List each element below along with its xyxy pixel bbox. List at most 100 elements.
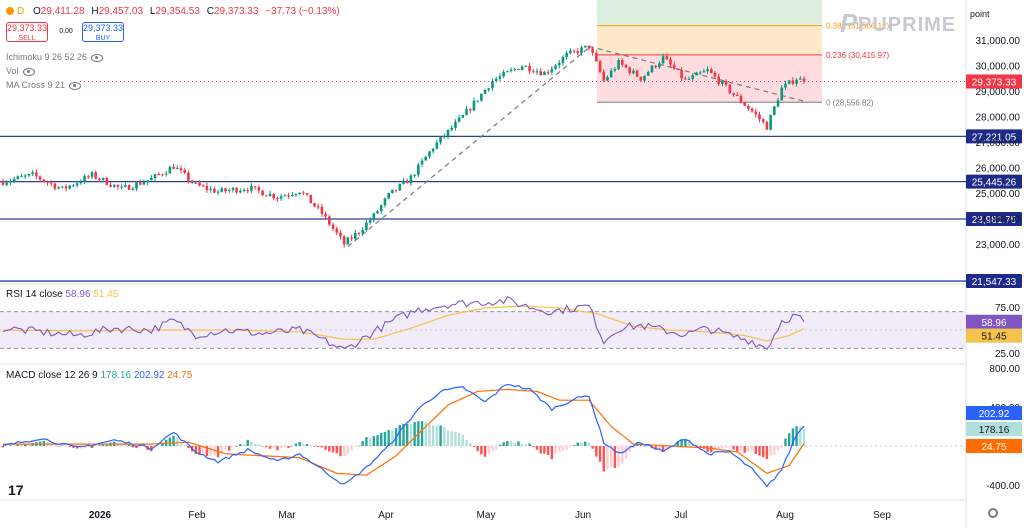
candle-body xyxy=(287,195,290,197)
gear-icon[interactable] xyxy=(988,508,998,518)
candle-body xyxy=(94,172,98,179)
candle-body xyxy=(602,71,606,81)
candle-body xyxy=(461,115,465,118)
scale-mode[interactable]: point xyxy=(970,9,990,19)
candle-body xyxy=(64,186,68,189)
macd-value-tag-label: 24.75 xyxy=(981,442,1006,453)
indicator-vol[interactable]: Vol xyxy=(6,66,35,76)
candle-body xyxy=(179,168,183,171)
macd-histogram-bar xyxy=(584,441,587,446)
macd-histogram-bar xyxy=(443,426,446,446)
candle-body xyxy=(405,180,409,184)
buy-price: 29,373.33 xyxy=(83,23,124,33)
indicator-ma-cross[interactable]: MA Cross 9 21 xyxy=(6,80,82,90)
macd-histogram-bar xyxy=(802,428,806,446)
macd-histogram-bar xyxy=(331,446,335,453)
indicator-ma-cross-label: MA Cross 9 21 xyxy=(6,80,66,90)
time-tick-label: Aug xyxy=(776,510,794,521)
candle-body xyxy=(1,181,5,185)
candle-body xyxy=(687,78,691,80)
macd-histogram-bar xyxy=(313,446,316,447)
macd-histogram-bar xyxy=(539,446,542,454)
candle-body xyxy=(198,182,201,186)
macd-histogram-bar xyxy=(383,432,387,446)
eye-icon[interactable] xyxy=(69,81,82,90)
candle-body xyxy=(728,84,732,94)
sell-price: 29,373.33 xyxy=(7,23,48,33)
candle-body xyxy=(216,191,220,193)
candle-body xyxy=(598,61,602,72)
indicator-ichimoku[interactable]: Ichimoku 9 26 52 26 xyxy=(6,52,104,62)
macd-histogram-bar xyxy=(528,443,531,446)
macd-histogram-bar xyxy=(535,446,539,450)
candle-body xyxy=(784,83,787,88)
time-tick-label: Apr xyxy=(378,510,394,521)
buy-button[interactable]: 29,373.33 BUY xyxy=(82,22,124,42)
macd-histogram-bar xyxy=(469,443,472,446)
candle-body xyxy=(335,228,339,233)
candle-body xyxy=(454,121,457,128)
candle-body xyxy=(442,136,446,138)
macd-histogram-bar xyxy=(305,443,309,446)
candle-body xyxy=(264,195,268,197)
candle-body xyxy=(476,100,479,102)
candle-body xyxy=(235,188,238,193)
candle-body xyxy=(402,180,405,184)
macd-histogram-bar xyxy=(9,445,12,446)
candle-body xyxy=(494,78,498,82)
candle-body xyxy=(569,50,572,54)
candle-body xyxy=(702,71,706,73)
candle-body xyxy=(639,76,643,81)
sell-button[interactable]: 29,373.33 SELL xyxy=(6,22,48,42)
candle-body xyxy=(480,93,483,101)
macd-histogram-bar xyxy=(183,444,186,446)
eye-icon[interactable] xyxy=(91,53,104,62)
macd-tick-label: -400.00 xyxy=(986,481,1020,492)
macd-histogram-bar xyxy=(491,446,494,452)
macd-histogram-bar xyxy=(598,446,602,462)
candle-body xyxy=(524,65,528,67)
macd-histogram-bar xyxy=(472,446,476,447)
candle-body xyxy=(53,183,57,189)
macd-histogram-bar xyxy=(357,445,361,447)
candle-body xyxy=(172,166,175,169)
macd-histogram-bar xyxy=(354,446,357,447)
candle-body xyxy=(124,185,127,187)
candle-body xyxy=(665,56,669,60)
candle-body xyxy=(613,69,617,71)
macd-histogram-bar xyxy=(613,446,617,469)
candle-body xyxy=(357,232,361,234)
trend-line-up[interactable] xyxy=(347,47,590,248)
indicator-ichimoku-label: Ichimoku 9 26 52 26 xyxy=(6,52,88,62)
candle-body xyxy=(316,206,320,208)
candle-body xyxy=(9,181,12,183)
buy-label: BUY xyxy=(95,35,111,42)
candle-body xyxy=(465,109,468,116)
candle-body xyxy=(68,185,72,189)
candle-body xyxy=(302,192,305,194)
macd-histogram-bar xyxy=(391,430,394,446)
macd-histogram-bar xyxy=(87,446,90,448)
candle-body xyxy=(724,81,728,85)
macd-legend: MACD close 12 26 9 178.16 202.92 24.75 xyxy=(6,370,192,381)
candle-body xyxy=(583,45,587,48)
candle-body xyxy=(365,222,368,231)
eye-icon[interactable] xyxy=(22,67,35,76)
macd-histogram-bar xyxy=(450,431,453,446)
candle-body xyxy=(49,182,53,184)
time-tick-label: Mar xyxy=(278,510,296,521)
candle-body xyxy=(672,64,676,69)
macd-value-tag-label: 202.92 xyxy=(979,409,1010,420)
candle-body xyxy=(439,136,442,143)
macd-histogram-bar xyxy=(457,433,461,446)
macd-histogram-bar xyxy=(20,444,23,446)
candle-body xyxy=(372,213,376,221)
time-tick-label: 2026 xyxy=(89,510,112,521)
candle-body xyxy=(669,59,672,65)
candle-body xyxy=(709,69,713,73)
candle-body xyxy=(361,230,365,234)
time-tick-label: Feb xyxy=(188,510,206,521)
candle-body xyxy=(739,95,743,103)
macd-histogram-bar xyxy=(365,437,368,446)
